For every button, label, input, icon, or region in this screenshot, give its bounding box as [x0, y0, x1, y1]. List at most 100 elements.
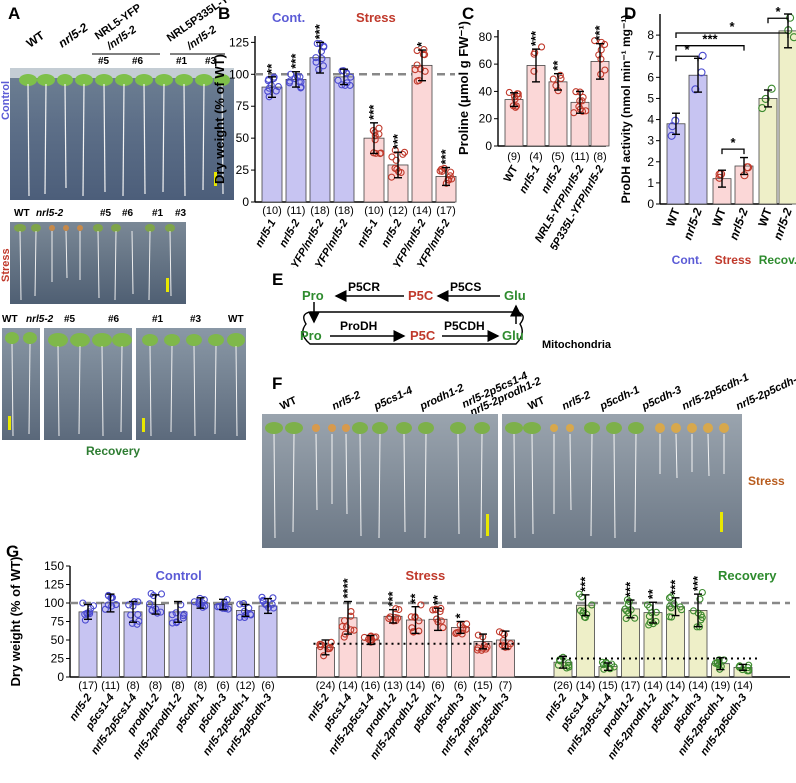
y-tick-label: 75 — [236, 99, 250, 113]
sample-size: (17) — [436, 205, 456, 217]
enzyme-p5cr: P5CR — [348, 280, 380, 294]
sample-size: (7) — [499, 680, 512, 692]
f-label-p5cdh3: p5cdh-3 — [639, 384, 683, 413]
mitochondria-label: Mitochondria — [542, 339, 612, 351]
sample-size: (5) — [551, 151, 564, 163]
panel-a-line-6: #6 — [132, 56, 144, 67]
x-tick-label: WT — [502, 163, 521, 184]
group-label: Recovery — [718, 568, 777, 583]
data-point — [267, 81, 275, 89]
significance-marker: * — [775, 4, 781, 19]
data-point — [552, 82, 560, 90]
sample-size: (15) — [598, 680, 618, 692]
y-tick-label: 125 — [44, 578, 64, 592]
bar — [101, 602, 120, 678]
panel-d-letter: D — [624, 4, 637, 23]
data-point — [221, 605, 229, 613]
data-point — [320, 652, 328, 660]
f-label-nrl5: nrl5-2 — [330, 389, 362, 413]
data-point — [270, 75, 278, 83]
significance-marker: ** — [550, 60, 565, 71]
data-point — [296, 73, 304, 81]
sample-size: (14) — [412, 205, 432, 217]
data-point — [269, 594, 277, 602]
significance-marker: *** — [578, 576, 593, 592]
significance-bracket — [675, 55, 699, 62]
data-point — [597, 38, 605, 46]
panel-f-condition-label: Stress — [748, 474, 785, 488]
bar — [258, 605, 278, 678]
x-tick-label: nrl5-2 — [680, 206, 704, 242]
significance-bracket — [767, 17, 789, 24]
significance-marker: *** — [366, 104, 381, 120]
data-point — [606, 665, 614, 673]
sample-size: (15) — [473, 680, 493, 692]
y-tick-label: 40 — [479, 84, 493, 98]
sample-size: (24) — [316, 680, 336, 692]
panel-a-line-5: #5 — [98, 56, 110, 67]
bar — [758, 98, 778, 205]
f-label-wt-right: WT — [526, 394, 547, 412]
y-tick-label: 25 — [51, 652, 65, 666]
significance-marker: *** — [690, 575, 705, 591]
data-point — [429, 606, 437, 614]
bar — [213, 604, 233, 678]
recovery-bottom-label: Recovery — [86, 444, 141, 458]
data-point — [172, 609, 180, 617]
x-tick-label: nrl5-2 — [726, 206, 750, 242]
control-photo — [10, 68, 234, 200]
panel-b-letter: B — [218, 4, 231, 23]
sample-size: (14) — [733, 680, 753, 692]
data-point — [667, 593, 675, 601]
proline-pathway-diagram: Pro P5C Glu P5CR P5CS Pro P5C Glu ProDH … — [300, 280, 612, 351]
data-point — [179, 614, 187, 622]
data-point — [272, 87, 280, 95]
x-tick-label: nrl5-2 — [379, 218, 404, 250]
sample-size: (6) — [261, 680, 274, 692]
stress-label-3: #3 — [175, 208, 187, 219]
y-tick-label: 5 — [647, 91, 654, 105]
data-point — [698, 51, 707, 60]
group-label-cont: Cont. — [272, 10, 305, 25]
data-point — [312, 54, 320, 62]
bar — [333, 76, 355, 203]
data-point — [696, 595, 704, 603]
data-point — [338, 623, 346, 631]
data-point — [157, 590, 166, 598]
recovery-label-wt: WT — [2, 314, 18, 325]
panel-e-letter: E — [272, 270, 284, 289]
sample-size: (17) — [621, 680, 641, 692]
data-point — [247, 611, 255, 619]
significance-marker: ** — [264, 63, 279, 74]
group-label: Stress — [406, 568, 446, 583]
node-pro-cyto: Pro — [302, 288, 324, 303]
x-tick-label: nrl5-2 — [277, 218, 302, 250]
data-point — [334, 76, 342, 84]
recovery-photo-2 — [44, 328, 132, 440]
data-point — [342, 623, 350, 631]
data-point — [371, 132, 379, 140]
data-point — [83, 609, 91, 617]
y-tick-label: 4 — [647, 113, 654, 127]
sample-size: (14) — [666, 680, 686, 692]
significance-marker: *** — [288, 53, 303, 69]
f-label-wt: WT — [278, 394, 299, 412]
data-point — [767, 84, 776, 93]
panel-a-label-wt: WT — [24, 28, 48, 51]
data-point — [79, 599, 87, 607]
sample-size: (10) — [364, 205, 384, 217]
y-tick-label: 1 — [647, 176, 654, 190]
sample-size: (6) — [431, 680, 444, 692]
significance-marker: *** — [390, 133, 405, 149]
data-point — [530, 67, 538, 75]
sample-size: (14) — [338, 680, 358, 692]
data-point — [789, 33, 796, 42]
significance-marker: *** — [623, 581, 638, 597]
sample-size: (8) — [194, 680, 207, 692]
significance-marker: *** — [702, 32, 718, 47]
sample-size: (14) — [688, 680, 708, 692]
data-point — [433, 615, 441, 623]
data-point — [715, 173, 724, 182]
control-side-label: Control — [0, 80, 12, 120]
